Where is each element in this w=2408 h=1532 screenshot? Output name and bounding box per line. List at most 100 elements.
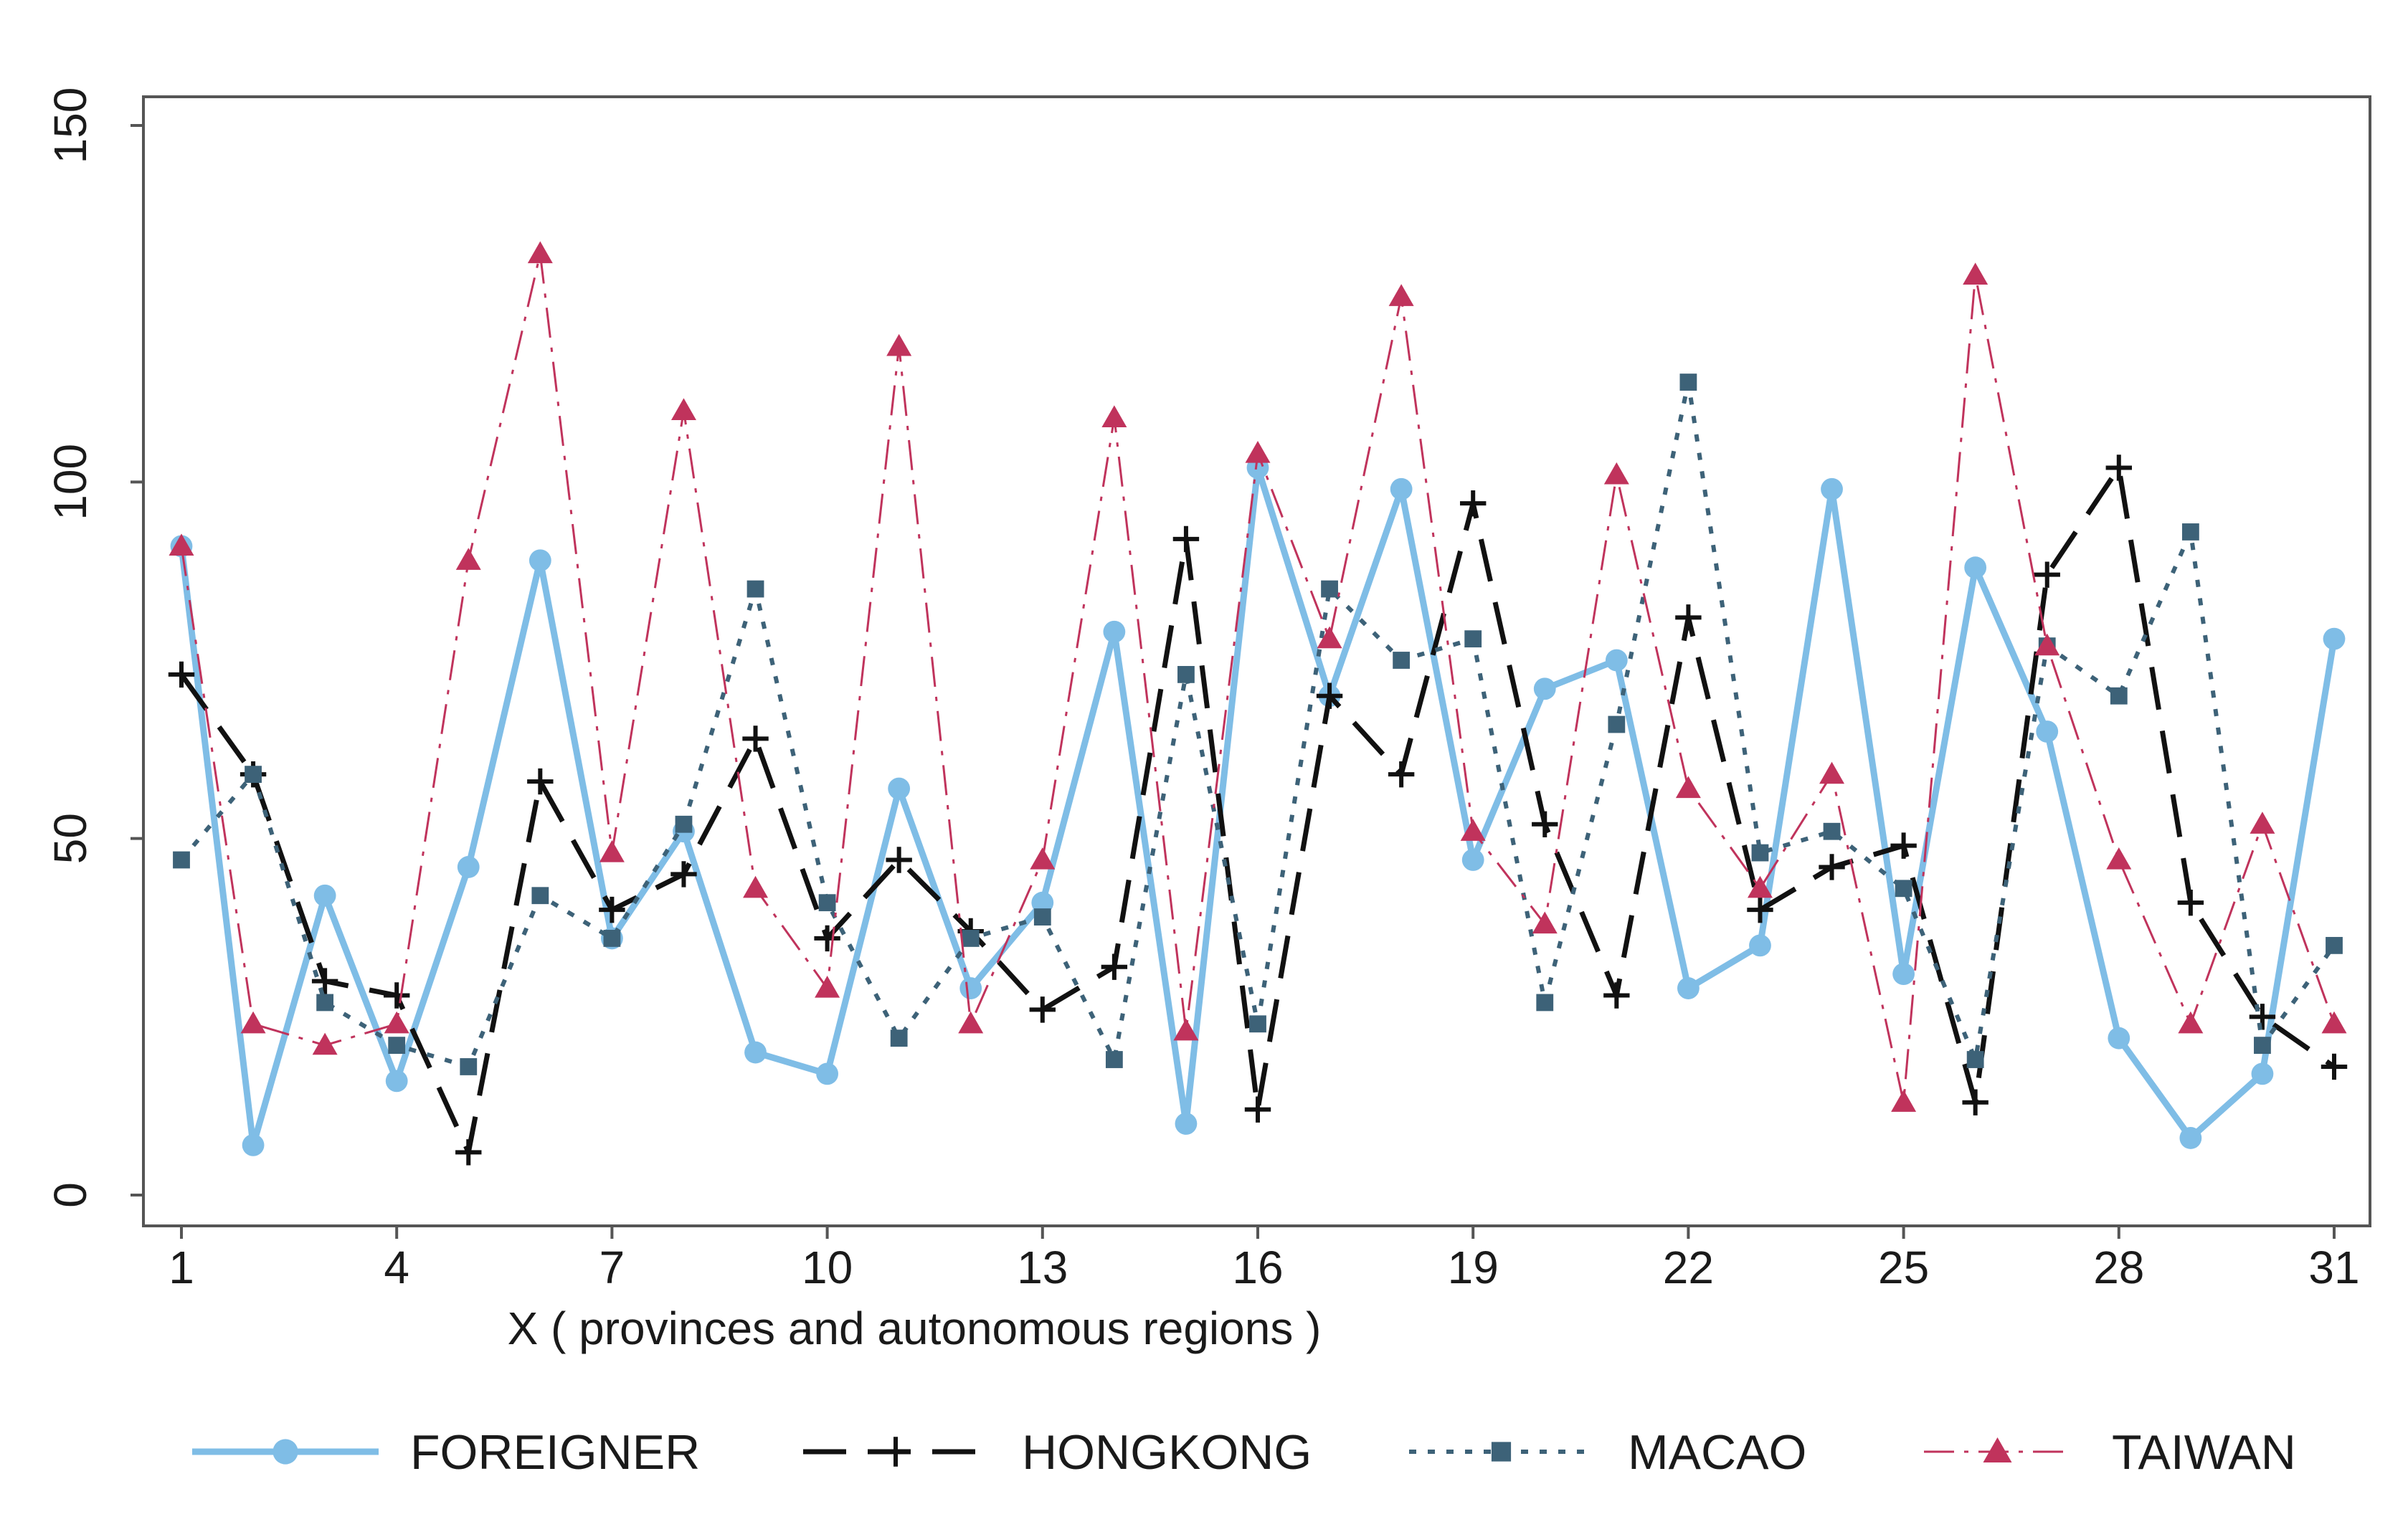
data-point-foreigner	[2179, 1127, 2202, 1149]
data-point-taiwan	[1030, 847, 1056, 870]
data-point-macao	[603, 930, 621, 947]
data-point-foreigner	[1892, 963, 1915, 986]
data-point-foreigner	[1031, 891, 1054, 914]
legend-item-macao: MACAO	[1409, 1425, 1806, 1480]
legend-swatch-marker	[1491, 1442, 1512, 1462]
data-point-hongkong	[168, 661, 195, 688]
x-tick-label: 7	[599, 1242, 625, 1293]
x-tick-label: 10	[802, 1242, 853, 1293]
data-point-taiwan	[527, 241, 553, 264]
data-point-macao	[1177, 665, 1195, 683]
x-tick-label: 19	[1448, 1242, 1499, 1293]
data-point-taiwan	[2034, 633, 2060, 656]
data-point-hongkong	[1962, 1089, 1989, 1115]
data-point-hongkong	[886, 847, 912, 873]
legend: FOREIGNER HONGKONG MACAO TAIWAN	[192, 1425, 2296, 1480]
data-point-macao	[1033, 908, 1051, 926]
data-point-foreigner	[1821, 477, 1843, 500]
data-point-hongkong	[2249, 1004, 2276, 1030]
data-point-macao	[1966, 1051, 1984, 1068]
data-point-foreigner	[1103, 620, 1126, 643]
data-point-taiwan	[1963, 262, 1989, 285]
series-macao	[173, 374, 2343, 1075]
data-point-macao	[1464, 630, 1482, 648]
data-point-hongkong	[384, 982, 410, 1009]
data-point-macao	[1679, 374, 1697, 391]
series-foreigner	[170, 457, 2346, 1156]
data-point-taiwan	[2178, 1011, 2204, 1034]
data-point-foreigner	[528, 549, 551, 572]
data-point-macao	[746, 580, 764, 598]
data-point-hongkong	[311, 968, 338, 994]
data-point-macao	[173, 851, 190, 869]
series-taiwan	[169, 241, 2347, 1112]
data-point-taiwan	[2106, 847, 2132, 870]
data-point-hongkong	[1675, 604, 1702, 631]
data-point-macao	[818, 894, 836, 912]
data-point-foreigner	[888, 777, 911, 800]
data-point-taiwan	[312, 1032, 338, 1055]
y-axis: 0 50 100 150	[44, 87, 143, 1208]
data-point-taiwan	[886, 333, 912, 356]
data-point-macao	[1536, 994, 1554, 1012]
data-point-foreigner	[1461, 849, 1484, 871]
data-point-hongkong	[742, 725, 769, 752]
data-point-macao	[1895, 880, 1912, 898]
data-point-hongkong	[527, 768, 554, 795]
data-point-taiwan	[958, 1011, 984, 1034]
legend-label: FOREIGNER	[410, 1425, 700, 1480]
legend-swatch-marker	[272, 1439, 298, 1465]
data-point-taiwan	[169, 533, 194, 556]
y-tick-label: 50	[44, 813, 96, 864]
data-point-foreigner	[1605, 649, 1628, 672]
data-point-taiwan	[1819, 761, 1845, 784]
data-point-taiwan	[1747, 875, 1773, 898]
data-point-taiwan	[1675, 776, 1701, 799]
data-point-foreigner	[959, 977, 982, 999]
data-point-hongkong	[455, 1139, 482, 1166]
data-point-taiwan	[1317, 626, 1342, 649]
x-tick-label: 13	[1017, 1242, 1068, 1293]
data-point-foreigner	[457, 856, 480, 878]
legend-item-hongkong: HONGKONG	[803, 1425, 1312, 1480]
data-point-taiwan	[455, 548, 481, 570]
x-tick-label: 16	[1232, 1242, 1283, 1293]
data-point-taiwan	[1388, 284, 1414, 306]
data-point-foreigner	[313, 884, 336, 907]
data-point-taiwan	[2250, 812, 2275, 834]
data-point-taiwan	[670, 398, 696, 420]
data-point-macao	[675, 815, 693, 833]
data-point-foreigner	[1533, 677, 1556, 700]
data-point-taiwan	[1603, 462, 1629, 485]
data-point-hongkong	[2105, 455, 2132, 481]
x-tick-label: 1	[169, 1242, 194, 1293]
data-point-hongkong	[2034, 561, 2060, 588]
data-point-hongkong	[1819, 854, 1845, 880]
legend-label: TAIWAN	[2112, 1425, 2296, 1480]
data-point-taiwan	[1173, 1018, 1199, 1041]
data-point-taiwan	[240, 1011, 266, 1034]
data-point-foreigner	[1749, 934, 1771, 957]
y-tick-label: 100	[44, 444, 96, 520]
data-point-foreigner	[1175, 1113, 1198, 1135]
data-point-hongkong	[1029, 996, 1056, 1023]
data-point-macao	[460, 1058, 478, 1075]
data-point-hongkong	[1747, 896, 1773, 923]
data-point-taiwan	[1891, 1090, 1917, 1112]
data-point-hongkong	[1244, 1096, 1271, 1123]
data-point-taiwan	[1460, 819, 1486, 841]
legend-swatch-marker	[1983, 1437, 2012, 1462]
data-point-hongkong	[1101, 953, 1128, 980]
data-point-macao	[1249, 1015, 1266, 1033]
data-point-taiwan	[1532, 911, 1558, 934]
data-point-macao	[1751, 844, 1769, 862]
data-point-macao	[531, 887, 549, 905]
y-tick-label: 0	[44, 1182, 96, 1208]
data-point-foreigner	[2108, 1027, 2130, 1050]
data-point-taiwan	[2321, 1011, 2347, 1034]
x-axis: 1 4 7 10 13 16 19 22 25 28 31	[169, 1226, 2360, 1293]
data-point-taiwan	[1101, 405, 1127, 427]
data-point-taiwan	[815, 976, 840, 998]
data-point-macao	[890, 1029, 908, 1047]
data-point-hongkong	[1603, 982, 1630, 1009]
